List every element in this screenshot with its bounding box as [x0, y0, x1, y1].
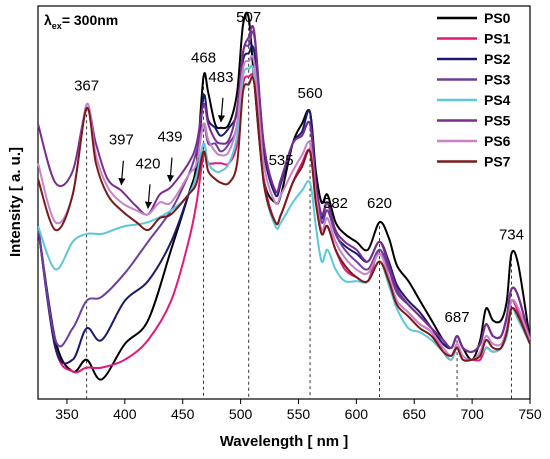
legend-label-ps3: PS3 [484, 72, 511, 88]
plot-frame [37, 5, 531, 400]
series-line-ps5 [37, 25, 531, 353]
series-layer [37, 11, 531, 381]
arrow-397 [118, 160, 126, 186]
series-line-ps1 [37, 73, 531, 374]
peak-label-535: 535 [269, 152, 294, 169]
x-axis-title: Wavelength [ nm ] [220, 433, 349, 450]
series-line-ps7 [37, 76, 531, 362]
excitation-symbol: λ [44, 12, 52, 28]
peak-marker-lines [86, 21, 512, 399]
peak-label-582: 582 [323, 195, 348, 212]
arrow-483 [217, 97, 226, 123]
peak-label-439: 439 [157, 129, 182, 146]
x-tick-label-550: 550 [287, 406, 311, 422]
arrow-439 [166, 157, 175, 183]
legend-label-ps4: PS4 [484, 92, 511, 108]
legend-label-ps7: PS7 [484, 154, 511, 170]
x-tick-label-700: 700 [460, 406, 484, 422]
peak-label-734: 734 [499, 227, 524, 244]
series-line-ps6 [37, 55, 531, 361]
x-axis-ticks: 350 400 450 500 550 600 650 700 750 [55, 399, 542, 422]
x-tick-label-650: 650 [403, 406, 427, 422]
x-tick-label-350: 350 [55, 406, 79, 422]
legend-label-ps0: PS0 [484, 10, 511, 26]
x-tick-label-500: 500 [229, 406, 253, 422]
peak-label-420: 420 [135, 155, 160, 172]
legend: PS0 PS1 PS2 PS3 PS4 PS5 PS6 PS7 [437, 10, 511, 170]
peak-label-687: 687 [445, 309, 470, 326]
excitation-subscript: ex [52, 21, 62, 31]
y-axis-title: Intensity [ a. u.] [7, 147, 24, 257]
legend-label-ps1: PS1 [484, 31, 511, 47]
peak-label-397: 397 [109, 132, 134, 149]
legend-label-ps5: PS5 [484, 113, 511, 129]
excitation-value: = 300nm [62, 12, 118, 28]
legend-label-ps6: PS6 [484, 133, 511, 149]
arrow-420 [144, 184, 153, 210]
peak-label-468: 468 [191, 50, 216, 67]
peak-label-483: 483 [208, 69, 233, 86]
excitation-label: λex= 300nm [44, 12, 118, 31]
peak-arrows [118, 97, 226, 210]
x-tick-label-750: 750 [518, 406, 542, 422]
peak-label-560: 560 [298, 85, 323, 102]
peak-label-367: 367 [74, 77, 99, 94]
x-tick-label-600: 600 [345, 406, 369, 422]
legend-label-ps2: PS2 [484, 51, 511, 67]
x-tick-label-400: 400 [113, 406, 137, 422]
x-tick-label-450: 450 [171, 406, 195, 422]
peak-label-620: 620 [367, 195, 392, 212]
peak-label-507: 507 [236, 9, 261, 26]
